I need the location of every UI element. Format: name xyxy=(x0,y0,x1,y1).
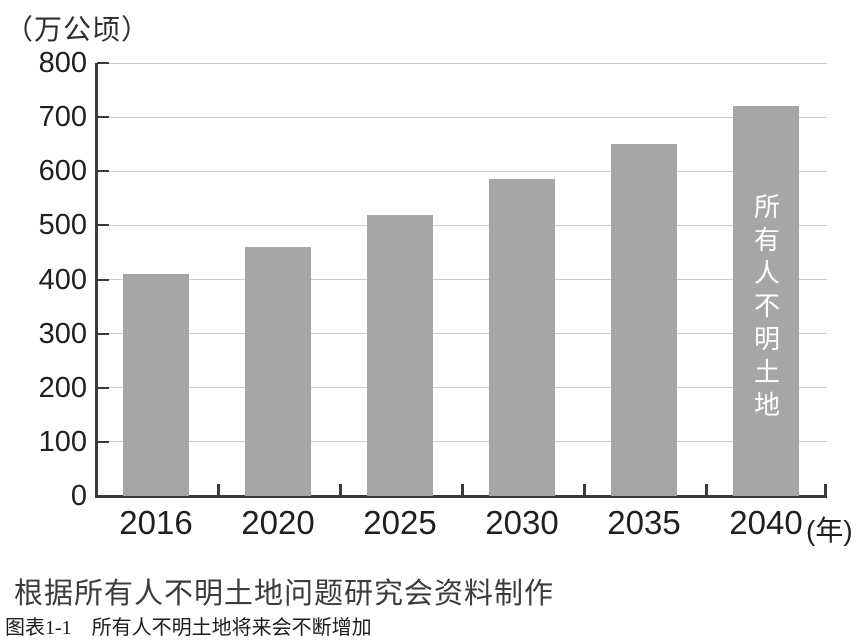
x-axis-tick-3 xyxy=(461,484,464,496)
bar-2016 xyxy=(123,274,189,496)
y-axis-line xyxy=(95,63,98,496)
bar-2030 xyxy=(489,179,555,496)
x-tick-label-2020: 2020 xyxy=(241,504,315,541)
y-tick-label-200: 200 xyxy=(38,371,87,404)
y-axis-tick-100 xyxy=(97,440,109,443)
y-tick-label-100: 100 xyxy=(38,425,87,458)
y-axis-tick-400 xyxy=(97,278,109,281)
gridline-400 xyxy=(97,279,827,280)
x-axis-line xyxy=(95,495,827,498)
bar-2025 xyxy=(367,214,433,496)
gridline-500 xyxy=(97,224,827,226)
y-tick-label-700: 700 xyxy=(38,101,87,134)
y-tick-label-400: 400 xyxy=(38,263,87,296)
x-tick-label-2030: 2030 xyxy=(485,504,559,541)
bar-2020 xyxy=(245,247,311,496)
x-tick-label-2025: 2025 xyxy=(363,504,437,541)
plot-area: (年) 0 100 200 300 400 500 600 700 800 2016 2020 202… xyxy=(39,48,853,546)
gridline-100 xyxy=(97,441,827,443)
y-axis-tick-500 xyxy=(97,224,109,227)
source-note: 根据所有人不明土地问题研究会资料制作 xyxy=(14,578,555,610)
y-axis-tick-700 xyxy=(97,116,109,119)
x-axis-tick-4 xyxy=(583,484,586,496)
figure-caption: 图表1-1 所有人不明土地将来会不断增加 xyxy=(5,617,372,639)
gridline-300 xyxy=(97,333,827,335)
gridline-600 xyxy=(97,170,827,172)
x-axis-tick-2 xyxy=(339,484,342,496)
y-tick-label-600: 600 xyxy=(38,155,87,188)
gridline-700 xyxy=(97,116,827,118)
bar-2035 xyxy=(611,144,677,496)
y-axis-tick-200 xyxy=(97,386,109,389)
x-axis-tick-5 xyxy=(705,484,708,496)
bar-2040: 所有人不明土地 xyxy=(733,106,799,496)
x-axis-tick-1 xyxy=(217,484,220,496)
x-tick-label-2040: 2040 xyxy=(729,504,803,541)
y-axis-tick-300 xyxy=(97,332,109,335)
x-tick-label-2035: 2035 xyxy=(607,504,681,541)
x-axis-tick-6 xyxy=(824,484,827,496)
last-bar-annotation: 所有人不明土地 xyxy=(750,192,781,424)
y-axis-unit-label: （万公顷） xyxy=(5,14,151,45)
y-axis-tick-600 xyxy=(97,170,109,173)
gridline-800 xyxy=(97,62,827,64)
y-tick-label-500: 500 xyxy=(38,209,87,242)
y-tick-label-300: 300 xyxy=(38,317,87,350)
x-axis-unit-suffix: (年) xyxy=(806,515,853,546)
y-axis-tick-800 xyxy=(97,62,109,64)
gridline-200 xyxy=(97,387,827,389)
y-tick-label-0: 0 xyxy=(70,480,87,512)
x-tick-label-2016: 2016 xyxy=(119,504,193,541)
y-tick-label-800: 800 xyxy=(38,47,87,79)
